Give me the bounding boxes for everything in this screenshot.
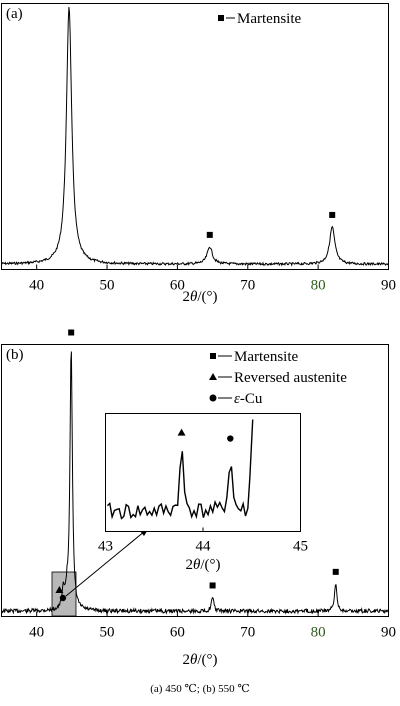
inset-curve (106, 419, 254, 520)
diffraction-curve (1, 6, 389, 267)
panel-a: (a) 40 50 60 70 80 90 Martensite 2θ/(°) (1, 3, 396, 305)
martensite-peak-marker (329, 211, 336, 218)
x-tick-label: 70 (240, 278, 255, 294)
inset-x-tick-label: 44 (196, 539, 212, 555)
panel-b-x-axis: 40 50 60 70 80 90 (29, 611, 396, 641)
inset-x-tick-label: 45 (293, 539, 308, 555)
legend-martensite-marker (218, 15, 224, 21)
inset-austenite-marker (177, 428, 186, 436)
panel-b-plot-frame (1, 344, 389, 617)
x-tick-label: 80 (311, 278, 326, 294)
panel-a-pattern (1, 6, 389, 267)
panel-b-x-axis-title: 2θ/(°) (182, 652, 217, 668)
x-tick-label: 60 (170, 278, 185, 294)
legend-austenite-label: Reversed austenite (234, 370, 347, 386)
panel-a-plot-frame (1, 3, 389, 270)
panel-b-legend: Martensite Reversed austenite ε-Cu (209, 349, 347, 407)
inset-ecu-marker (227, 435, 234, 442)
inset-x-axis: 43 44 45 (98, 527, 308, 555)
diffraction-curve (1, 351, 389, 615)
legend-martensite-marker-b (210, 353, 216, 359)
x-tick-label: 50 (100, 625, 115, 641)
panel-a-legend: Martensite (218, 11, 301, 27)
legend-martensite-label: Martensite (237, 11, 301, 27)
martensite-peak-marker (209, 582, 216, 589)
x-tick-label: 90 (381, 278, 396, 294)
panel-b: (b) 40 50 60 70 80 90 43 44 45 2θ/(°) Martensit… (1, 329, 396, 668)
inset-x-tick-label: 43 (98, 539, 113, 555)
x-tick-label: 40 (29, 278, 44, 294)
legend-ecu-marker (209, 394, 217, 402)
reversed-austenite-peak-marker (55, 586, 64, 593)
inset-plot: 43 44 45 2θ/(°) (98, 413, 308, 573)
epsilon-cu-peak-marker (59, 594, 67, 602)
panel-b-pattern (1, 329, 389, 615)
panel-a-x-axis-title: 2θ/(°) (182, 289, 217, 305)
figure-caption: (a) 450 ℃; (b) 550 ℃ (150, 683, 249, 695)
x-tick-label: 40 (29, 625, 44, 641)
panel-a-x-axis: 40 50 60 70 80 90 (29, 264, 396, 294)
legend-ecu-label: ε-Cu (234, 391, 263, 407)
martensite-peak-marker (68, 329, 75, 336)
panel-a-label: (a) (6, 6, 23, 22)
x-tick-label: 90 (381, 625, 396, 641)
legend-austenite-marker (209, 373, 217, 380)
inset-pattern (106, 419, 254, 520)
x-tick-label: 60 (170, 625, 185, 641)
x-tick-label: 50 (100, 278, 115, 294)
x-tick-label: 70 (240, 625, 255, 641)
martensite-peak-marker (206, 231, 213, 238)
martensite-peak-marker (332, 568, 339, 575)
x-tick-label: 80 (311, 625, 326, 641)
inset-x-axis-title: 2θ/(°) (185, 557, 220, 573)
panel-b-label: (b) (6, 347, 24, 363)
inset-arrow-line (65, 530, 146, 597)
legend-martensite-label-b: Martensite (234, 349, 298, 365)
